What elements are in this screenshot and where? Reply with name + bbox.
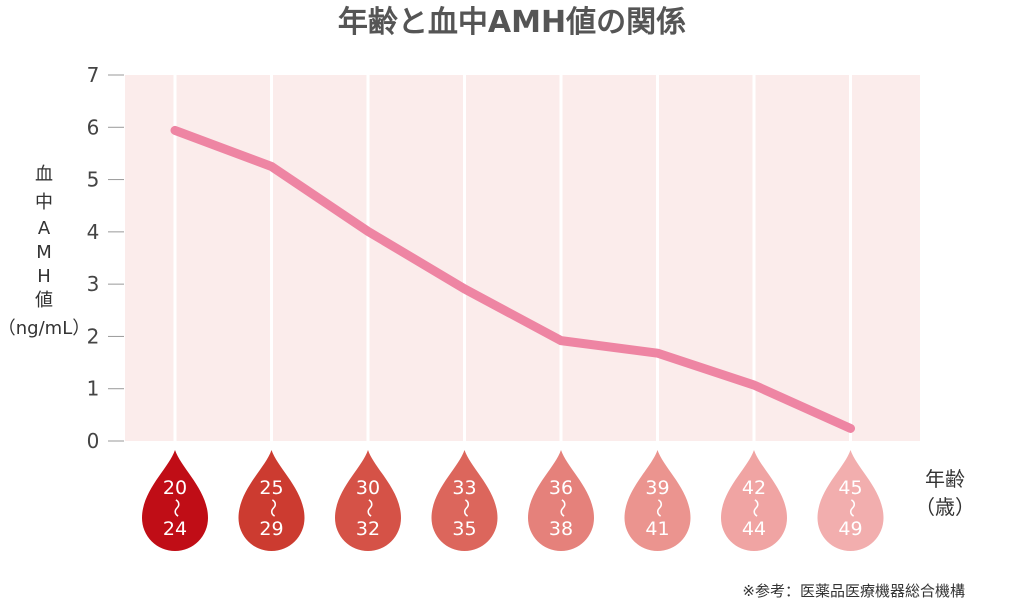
category-drop: 42〜44 bbox=[721, 450, 787, 551]
y-axis-label-char: M bbox=[36, 242, 52, 263]
x-tick-label-tilde: 〜 bbox=[744, 498, 766, 517]
x-tick-label-to: 29 bbox=[259, 518, 283, 540]
y-axis-label-char: 中 bbox=[35, 192, 53, 213]
x-tick-label-tilde: 〜 bbox=[455, 498, 477, 517]
x-tick-label-tilde: 〜 bbox=[648, 498, 670, 517]
x-tick-label-from: 30 bbox=[356, 477, 380, 499]
x-tick-label-from: 20 bbox=[163, 477, 187, 499]
data-point bbox=[464, 288, 465, 290]
y-tick-label: 3 bbox=[87, 272, 100, 296]
drop-shape bbox=[528, 450, 594, 551]
y-axis-label-char: H bbox=[37, 266, 51, 287]
x-tick-label-tilde: 〜 bbox=[358, 498, 380, 517]
x-tick-label-to: 49 bbox=[838, 518, 862, 540]
source-note: ※参考：医薬品医療機器総合機構 bbox=[742, 582, 965, 600]
data-point bbox=[367, 230, 369, 232]
category-drop: 33〜35 bbox=[431, 450, 498, 551]
category-drop: 39〜41 bbox=[624, 450, 691, 551]
y-tick-label: 6 bbox=[87, 115, 100, 139]
x-axis-label: 年齢 （歳） bbox=[915, 467, 975, 519]
y-axis-label-char: 値 bbox=[35, 290, 53, 311]
data-point bbox=[753, 384, 755, 386]
data-point bbox=[657, 352, 658, 354]
drop-shape bbox=[335, 450, 401, 551]
x-tick-label-from: 39 bbox=[645, 477, 669, 499]
x-tick-label-to: 35 bbox=[452, 518, 476, 540]
drop-shape bbox=[721, 450, 787, 551]
y-tick-label: 0 bbox=[87, 429, 100, 453]
x-tick-label-from: 33 bbox=[452, 477, 476, 499]
y-tick-label: 7 bbox=[87, 63, 100, 87]
data-point bbox=[271, 166, 272, 167]
y-tick-label: 2 bbox=[87, 324, 100, 348]
y-tick-label: 5 bbox=[87, 168, 100, 192]
drop-shape bbox=[238, 450, 305, 551]
x-tick-label-from: 45 bbox=[838, 477, 862, 499]
x-tick-label-from: 42 bbox=[742, 477, 766, 499]
x-axis-label-line1: 年齢 bbox=[925, 467, 965, 491]
y-tick-label: 1 bbox=[87, 377, 100, 401]
y-axis-label-char: 血 bbox=[35, 164, 53, 185]
x-tick-label-to: 38 bbox=[549, 518, 573, 540]
plot-area bbox=[125, 75, 920, 441]
y-tick-label: 4 bbox=[87, 220, 100, 244]
drop-shape bbox=[817, 450, 884, 551]
category-drop: 30〜32 bbox=[335, 450, 401, 551]
series-line bbox=[170, 125, 855, 433]
x-tick-label-tilde: 〜 bbox=[841, 498, 863, 517]
chart-title: 年齢と血中AMH値の関係 bbox=[338, 5, 686, 40]
x-tick-label-to: 24 bbox=[163, 518, 187, 540]
drop-shape bbox=[431, 450, 498, 551]
data-point bbox=[560, 340, 562, 342]
data-point bbox=[850, 427, 851, 429]
category-drop: 36〜38 bbox=[528, 450, 594, 551]
x-axis-label-line2: （歳） bbox=[915, 495, 975, 519]
x-tick-label-to: 32 bbox=[356, 518, 380, 540]
y-axis-label-char: A bbox=[38, 218, 51, 239]
y-axis: 0 1 2 3 4 5 6 7 bbox=[87, 63, 124, 453]
x-tick-label-tilde: 〜 bbox=[262, 498, 284, 517]
series-layer bbox=[170, 125, 855, 433]
drop-shape bbox=[142, 450, 208, 551]
y-axis-label: 血中AMH値 （ng/mL） bbox=[0, 164, 90, 339]
drop-shape bbox=[624, 450, 691, 551]
category-drop: 25〜29 bbox=[238, 450, 305, 551]
category-drop: 45〜49 bbox=[817, 450, 884, 551]
x-tick-label-to: 41 bbox=[645, 518, 669, 540]
x-tick-label-from: 36 bbox=[549, 477, 573, 499]
x-tick-label-tilde: 〜 bbox=[165, 498, 187, 517]
data-point bbox=[174, 129, 176, 131]
category-drop: 20〜24 bbox=[142, 450, 208, 551]
x-tick-label-from: 25 bbox=[259, 477, 283, 499]
y-axis-label-unit: （ng/mL） bbox=[0, 318, 90, 339]
x-tick-label-tilde: 〜 bbox=[551, 498, 573, 517]
plot-background bbox=[125, 75, 920, 441]
x-tick-label-to: 44 bbox=[742, 518, 766, 540]
